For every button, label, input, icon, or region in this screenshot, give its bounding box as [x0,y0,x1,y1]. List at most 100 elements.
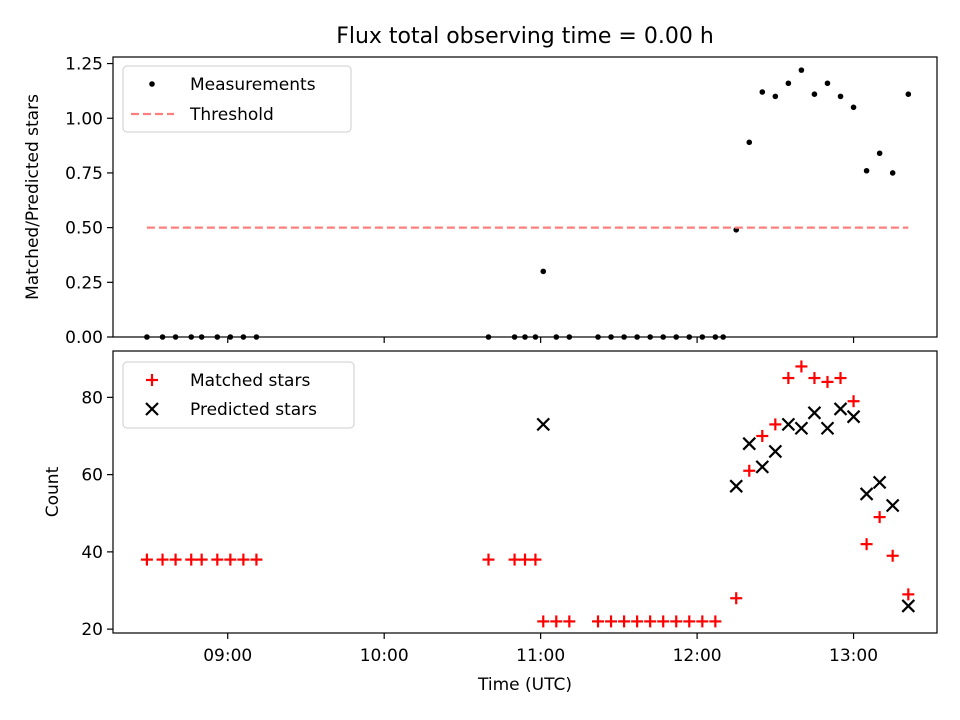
x-tick-label: 10:00 [360,646,409,666]
matched-stars-point [195,553,208,566]
legend-marker-predicted [145,402,159,416]
matched-stars-point [156,553,169,566]
x-tick-label: 13:00 [829,646,878,666]
matched-stars-point [821,375,834,388]
matched-stars-point [644,615,657,628]
legend-label-matched: Matched stars [190,371,310,391]
legend-box [122,361,355,429]
y-tick-label: 80 [81,388,103,408]
matched-stars-point [592,615,605,628]
legend-label-predicted: Predicted stars [190,400,317,420]
count-panel: Count Time (UTC) 20 40 60 80 09:00 10:00 11:0… [43,350,938,695]
legend-label-threshold: Threshold [189,105,274,125]
predicted-stars-point [859,487,874,501]
matched-stars-point [782,372,795,385]
measurement-point [824,80,831,87]
matched-stars-point [873,511,886,524]
predicted-stars-point [729,479,743,493]
measurement-point [889,170,896,176]
y-tick-label: 0.25 [65,273,103,293]
legend-box [122,65,352,133]
y-axis-label: Matched/Predicted stars [23,94,43,300]
matched-stars-point [860,538,873,551]
ratio-panel: Flux total observing time = 0.00 h Match… [23,24,938,348]
matched-stars-point [657,615,670,628]
predicted-stars-point [807,406,822,420]
matched-stars-point [743,464,756,477]
predicted-stars-point [536,417,551,432]
predicted-stars-point [885,498,900,513]
predicted-stars-point [742,436,757,451]
matched-stars-point [169,553,182,566]
predicted-stars-point [872,475,887,490]
matched-stars-point [185,553,198,566]
legend-marker-measurements [149,81,155,87]
matched-stars-point [847,395,860,408]
legend: Measurements Threshold [122,65,352,133]
matched-stars-point [808,372,821,385]
predicted-stars-point [781,417,796,432]
measurement-point [540,268,547,275]
matched-stars-point [756,429,769,442]
axes-frame [112,350,938,634]
x-tick-label: 11:00 [516,646,565,666]
matched-stars-point [696,615,709,628]
matched-stars-point [237,553,250,566]
matched-stars-point [618,615,631,628]
predicted-stars-point [901,599,916,613]
matched-stars-point [631,615,644,628]
matched-stars-point [508,553,521,566]
y-tick-label: 1.25 [65,55,103,75]
measurement-point [811,91,818,97]
measurement-point [785,80,792,87]
predicted-stars-point [833,402,848,416]
matched-stars-point [795,360,808,373]
y-tick-label: 60 [81,466,103,486]
y-axis-label: Count [43,466,63,517]
chart-title: Flux total observing time = 0.00 h [336,24,714,49]
measurement-point [798,67,805,73]
matched-stars-point [211,553,224,566]
y-ticks: 20 40 60 80 [81,388,113,640]
matched-stars-point [224,553,237,566]
matched-stars-point [605,615,618,628]
predicted-stars-point [820,421,835,436]
legend: Matched stars Predicted stars [122,361,355,429]
matched-stars-point [550,615,563,628]
x-ticks [227,337,855,343]
legend-label-measurements: Measurements [190,75,316,95]
predicted-stars-point [794,421,809,436]
y-tick-label: 40 [81,543,103,563]
matched-stars-point [709,615,722,628]
x-tick-label: 12:00 [673,646,722,666]
measurement-point [837,93,844,100]
matched-stars-point [834,372,847,385]
y-tick-label: 0.50 [65,219,103,239]
predicted-stars-point [755,460,770,474]
x-tick-label: 09:00 [203,646,252,666]
matched-stars-point [519,553,531,566]
matched-stars-point [140,553,153,566]
y-tick-label: 20 [81,620,103,640]
predicted-stars-point [846,409,861,424]
measurement-point [876,150,883,157]
measurement-point [850,104,857,111]
matched-stars-point [482,553,495,566]
matched-stars-point [902,588,915,601]
legend-marker-matched [146,374,158,386]
y-tick-label: 0.00 [65,328,103,348]
measurement-point [905,91,912,97]
axes-frame [112,56,938,338]
matched-stars-point [250,553,263,566]
plot-area [140,360,916,628]
measurement-point [863,167,870,174]
matched-stars-point [769,418,782,431]
matched-stars-point [537,615,550,628]
matched-stars-point [683,615,696,628]
measurement-point [759,89,766,95]
measurement-point [746,139,753,146]
y-ticks: 0.00 0.25 0.50 0.75 1.00 1.25 [65,55,113,348]
matched-stars-point [670,615,683,628]
matched-stars-point [563,615,576,628]
